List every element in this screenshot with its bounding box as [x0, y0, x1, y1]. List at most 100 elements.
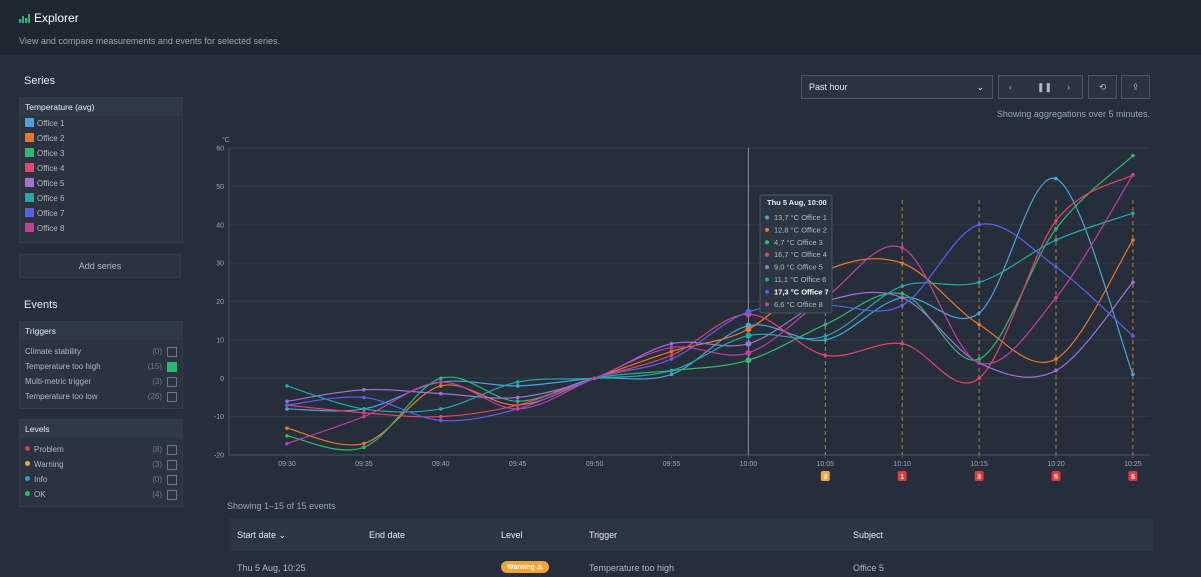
data-point [669, 368, 674, 373]
data-point [285, 407, 289, 411]
tooltip-value: 9,0 °C [774, 263, 796, 272]
prev-button[interactable]: ‹ [1009, 82, 1012, 92]
events-heading: Events [24, 299, 58, 311]
data-point [900, 295, 904, 300]
series-item: Office 7 [20, 206, 182, 221]
x-tick-label: 10:00 [740, 461, 758, 468]
data-point [1054, 295, 1058, 300]
data-point [362, 387, 366, 392]
series-swatch [25, 163, 34, 172]
select-caret: ⌄ [976, 82, 984, 92]
pause-button[interactable]: ❚❚ [1037, 82, 1053, 92]
reset-button[interactable]: ⟲ [1088, 75, 1117, 99]
x-tick-label: 10:10 [893, 461, 911, 468]
data-point [745, 326, 752, 333]
trigger-name: Climate stability [25, 347, 82, 356]
trigger-checkbox[interactable] [167, 392, 177, 402]
data-point [977, 311, 981, 315]
series-name: Office 2 [37, 134, 65, 143]
events-summary: Showing 1–15 of 15 events [227, 501, 336, 511]
data-point [362, 445, 366, 450]
event-count: 3 [977, 474, 981, 481]
data-point [1054, 226, 1058, 231]
y-tick-label: 30 [216, 261, 224, 268]
level-name: Problem [34, 445, 64, 454]
data-point [1131, 372, 1135, 377]
data-point [823, 338, 828, 342]
page-subtitle: View and compare measurements and events… [19, 36, 280, 46]
series-item: Office 1 [20, 116, 182, 131]
export-button[interactable]: ⇪ [1121, 75, 1150, 99]
level-count: (8) [152, 445, 162, 454]
data-point [1054, 176, 1058, 181]
data-point [900, 303, 904, 308]
next-button[interactable]: › [1067, 82, 1070, 92]
level-count: (4) [152, 490, 162, 499]
aggregation-note: Showing aggregations over 5 minutes. [996, 109, 1150, 119]
data-point [285, 399, 289, 404]
data-point [439, 384, 443, 388]
x-tick-label: 10:05 [817, 461, 835, 468]
cell-start: Thu 5 Aug, 10:25 [237, 563, 306, 573]
x-tick-label: 09:40 [432, 461, 450, 468]
trigger-checkbox[interactable] [167, 377, 177, 387]
add-series-button[interactable]: Add series [19, 254, 181, 278]
level-checkbox[interactable] [167, 490, 177, 500]
trigger-checkbox[interactable] [167, 362, 177, 372]
data-point [1054, 238, 1058, 242]
data-point [1131, 153, 1135, 158]
data-point [439, 407, 443, 411]
trigger-count: (15) [147, 362, 162, 371]
y-unit: °C [222, 136, 230, 144]
x-tick-label: 09:35 [355, 461, 373, 468]
series-group: Temperature (avg) [20, 98, 182, 116]
range-select[interactable]: Past hour ⌄ [801, 75, 993, 99]
data-point [285, 434, 289, 438]
tooltip-item: 12,8 °C Office 2 [774, 225, 827, 234]
tooltip-series: Office 6 [801, 275, 827, 284]
trigger-name: Temperature too low [25, 392, 98, 401]
level-checkbox[interactable] [167, 475, 177, 485]
level-checkbox[interactable] [167, 460, 177, 470]
level-checkbox[interactable] [167, 445, 177, 455]
series-swatch [25, 193, 34, 202]
level-dot [25, 491, 30, 496]
tooltip-title: Thu 5 Aug, 10:00 [767, 198, 827, 207]
levels-panel: Levels Problem (8) Warning (3) Info (0) OK (4) [19, 419, 183, 507]
page-title: Explorer [34, 11, 79, 25]
series-item: Office 2 [20, 131, 182, 146]
level-name: Warning [34, 460, 64, 469]
trigger-checkbox[interactable] [167, 347, 177, 357]
trigger-item: Temperature too low (26) [20, 389, 182, 404]
level-dot [25, 446, 30, 451]
y-tick-label: -20 [214, 453, 224, 460]
series-name: Office 7 [37, 209, 65, 218]
trigger-item: Temperature too high (15) [20, 359, 182, 374]
data-point [515, 384, 520, 388]
data-point [285, 384, 289, 388]
tooltip-value: 6,6 °C [774, 300, 796, 309]
data-point [439, 391, 443, 396]
data-point [592, 376, 597, 381]
app-icon [19, 14, 30, 23]
column-header: Trigger [589, 530, 618, 540]
data-point [1054, 219, 1058, 223]
data-point [362, 410, 366, 415]
series-item: Office 5 [20, 176, 182, 191]
data-point [285, 441, 289, 446]
data-point [1131, 280, 1135, 285]
x-tick-label: 09:45 [509, 461, 527, 468]
data-point [900, 341, 904, 346]
series-swatch [25, 208, 34, 217]
column-header: End date [369, 530, 406, 540]
column-header: Level [501, 530, 523, 540]
data-point [745, 332, 752, 339]
data-point [515, 380, 520, 384]
data-point [977, 376, 981, 381]
data-point [439, 414, 443, 419]
data-point [745, 340, 752, 347]
data-point [362, 414, 366, 419]
y-tick-label: -10 [214, 414, 224, 421]
data-point [1054, 265, 1058, 269]
